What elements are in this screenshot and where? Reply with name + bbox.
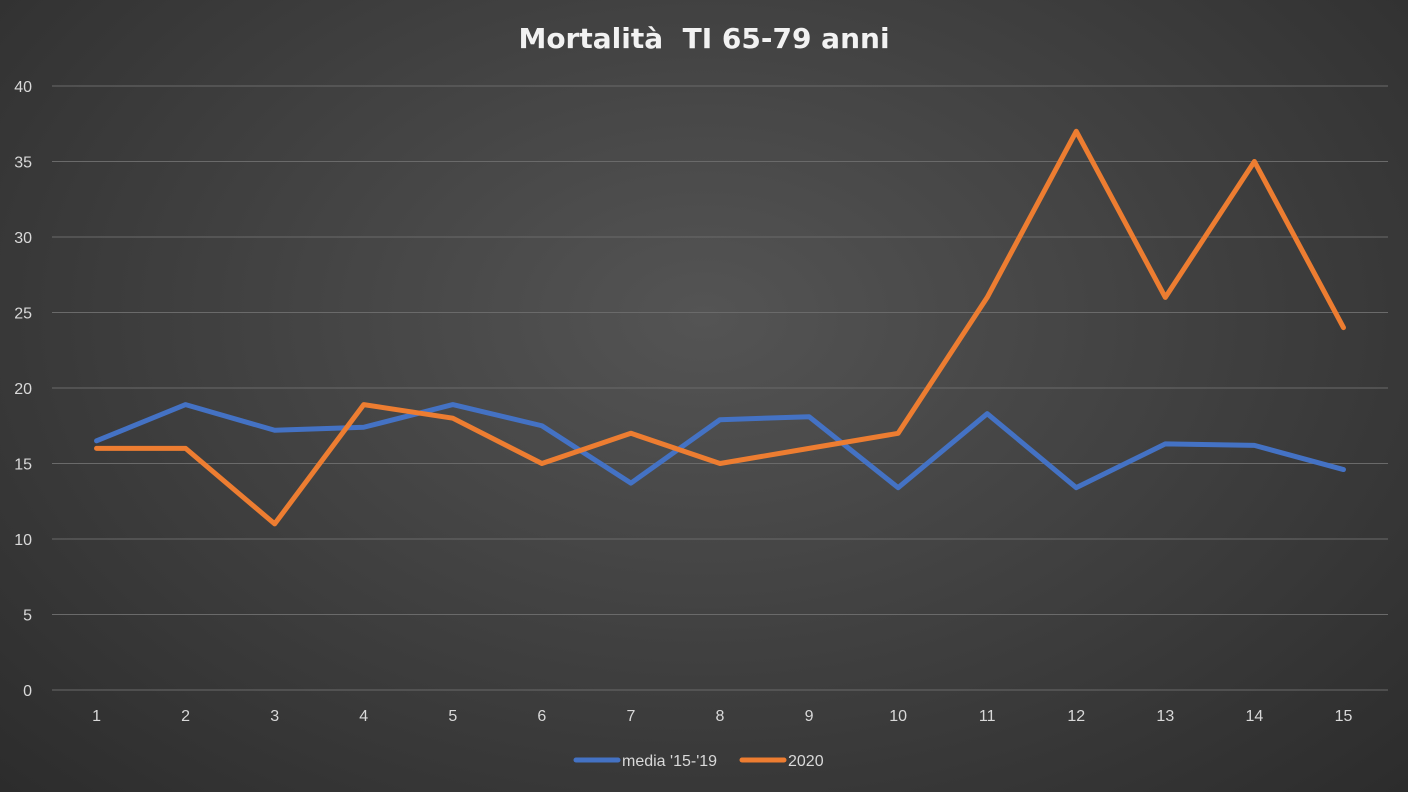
x-tick-label: 2 xyxy=(181,708,190,725)
y-tick-label: 40 xyxy=(14,79,32,96)
y-tick-label: 35 xyxy=(14,155,32,172)
x-tick-label: 5 xyxy=(448,708,457,725)
y-tick-label: 25 xyxy=(14,306,32,323)
x-tick-label: 15 xyxy=(1335,708,1353,725)
legend-label: 2020 xyxy=(788,753,824,770)
legend-label: media '15-'19 xyxy=(622,753,717,770)
y-tick-label: 10 xyxy=(14,532,32,549)
series-line-1 xyxy=(94,128,1346,527)
x-tick-label: 6 xyxy=(537,708,546,725)
x-tick-label: 12 xyxy=(1067,708,1085,725)
x-tick-label: 13 xyxy=(1156,708,1174,725)
x-tick-label: 7 xyxy=(626,708,635,725)
y-axis-tick-labels: 0 5 10 15 20 25 30 35 40 xyxy=(14,79,32,700)
series-line-0 xyxy=(94,402,1346,491)
x-tick-label: 8 xyxy=(716,708,725,725)
x-tick-label: 10 xyxy=(889,708,907,725)
x-tick-label: 3 xyxy=(270,708,279,725)
y-tick-label: 30 xyxy=(14,230,32,247)
series-lines xyxy=(94,128,1346,527)
y-tick-label: 15 xyxy=(14,457,32,474)
y-tick-label: 0 xyxy=(23,683,32,700)
x-tick-label: 11 xyxy=(979,708,996,725)
x-axis-tick-labels: 1 2 3 4 5 6 7 8 9 10 11 12 13 14 15 xyxy=(92,708,1352,725)
chart-title: Mortalità TI 65-79 anni xyxy=(518,22,889,55)
x-tick-label: 1 xyxy=(92,708,101,725)
y-tick-label: 20 xyxy=(14,381,32,398)
y-tick-label: 5 xyxy=(23,608,32,625)
legend: media '15-'19 2020 xyxy=(573,753,824,770)
x-tick-label: 9 xyxy=(805,708,814,725)
x-tick-label: 14 xyxy=(1246,708,1264,725)
gridlines xyxy=(52,85,1388,691)
x-tick-label: 4 xyxy=(359,708,368,725)
